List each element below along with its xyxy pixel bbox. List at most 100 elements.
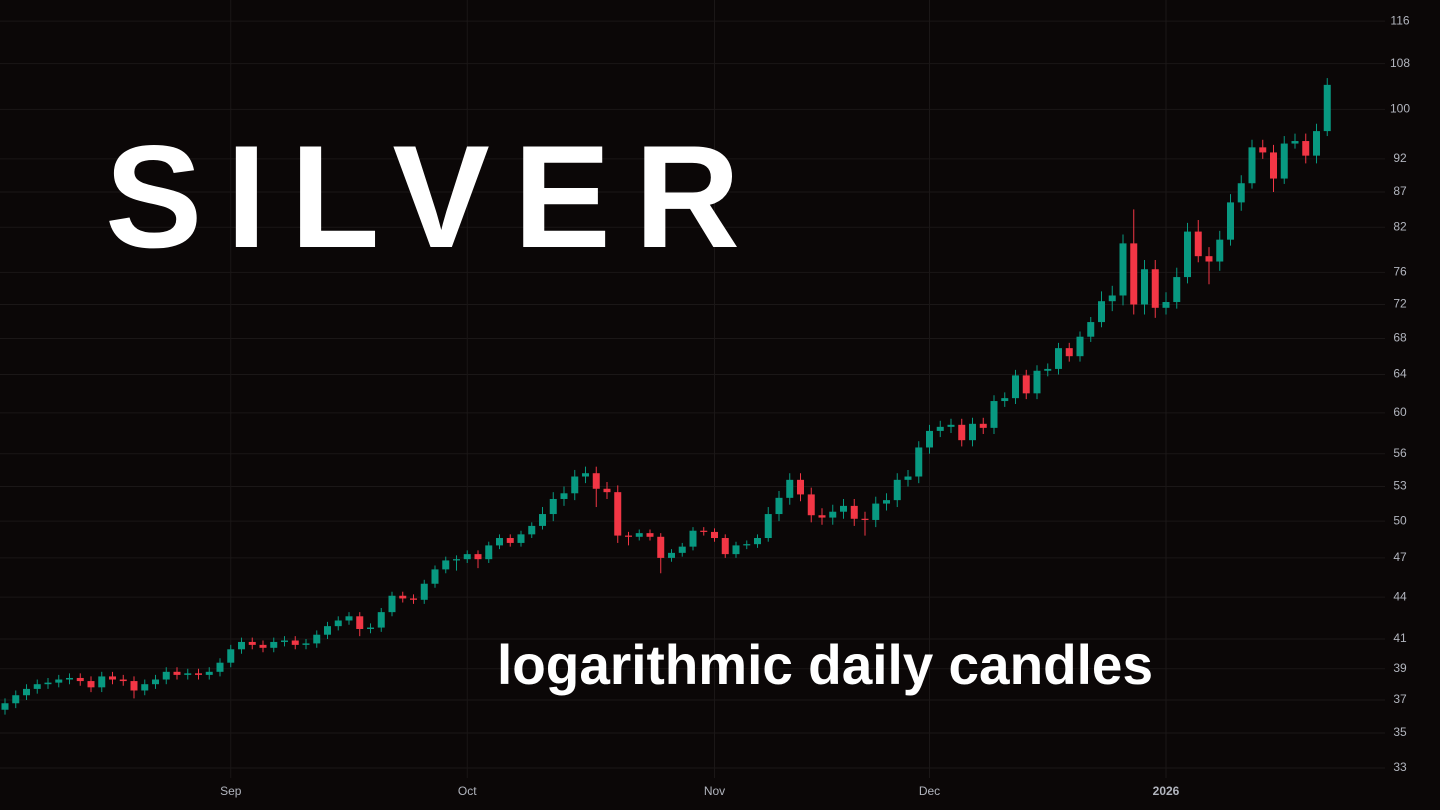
candle-body: [1055, 348, 1062, 369]
candle-body: [496, 538, 503, 546]
candle-body: [152, 679, 159, 685]
candle-body: [936, 426, 944, 431]
candle-body: [539, 514, 546, 526]
candle-body: [1237, 183, 1245, 203]
candle-body: [1259, 147, 1267, 153]
candle-body: [345, 616, 353, 621]
candle-body: [55, 679, 63, 683]
candle-body: [227, 649, 235, 663]
candle-body: [44, 682, 52, 685]
candle-body: [1151, 269, 1159, 308]
candle-body: [1108, 295, 1116, 302]
candle-body: [66, 677, 73, 680]
candle-body: [1044, 368, 1052, 371]
candle-body: [614, 492, 622, 536]
candle-body: [528, 525, 536, 535]
candle-body: [657, 536, 665, 558]
candle-body: [302, 643, 310, 645]
candle-body: [1270, 152, 1277, 179]
candle-body: [721, 538, 729, 555]
candle-body: [1227, 202, 1234, 240]
candle-body: [377, 612, 385, 628]
y-tick-label: 100: [1390, 101, 1410, 115]
candle-body: [33, 684, 41, 689]
x-tick-label: Oct: [458, 784, 477, 798]
y-tick-label: 53: [1393, 479, 1407, 493]
candle-body: [259, 644, 267, 648]
candle-body: [840, 505, 847, 512]
chart-title: SILVER: [105, 115, 740, 278]
candle-body: [646, 533, 654, 537]
y-tick-label: 108: [1390, 56, 1410, 70]
candle-body: [474, 554, 482, 560]
candle-body: [775, 497, 783, 515]
y-tick-label: 33: [1393, 760, 1407, 774]
candle-body: [926, 430, 933, 448]
candle-body: [1012, 375, 1019, 399]
candle-body: [334, 620, 342, 627]
candle-body: [829, 511, 837, 518]
candle-body: [807, 494, 815, 516]
grid: 33 35 37 39 41 44 47 50 53 56 60 64 68 72 76 82 87 92 100 1…: [0, 0, 1410, 798]
candle-body: [700, 530, 708, 532]
candle-body: [678, 546, 686, 553]
candle-body: [990, 401, 998, 428]
y-tick-label: 82: [1393, 219, 1407, 233]
candle-body: [1130, 243, 1138, 305]
candle-body: [979, 423, 987, 428]
candle-body: [958, 424, 966, 441]
candle-body: [915, 447, 923, 477]
candle-body: [1076, 336, 1084, 357]
candle-body: [1001, 398, 1009, 402]
candle-body: [195, 673, 202, 675]
candle-body: [635, 533, 643, 537]
candle-body: [743, 544, 751, 546]
x-tick-label: Nov: [704, 784, 725, 798]
candle-body: [141, 684, 149, 691]
y-tick-label: 47: [1393, 550, 1407, 564]
y-tick-label: 35: [1393, 725, 1407, 739]
candle-body: [1173, 277, 1181, 303]
y-tick-label: 60: [1393, 405, 1407, 419]
x-tick-label: Dec: [919, 784, 940, 798]
candle-body: [1216, 239, 1224, 262]
candle-body: [313, 634, 321, 644]
candle-body: [603, 488, 611, 493]
candle-body: [711, 531, 718, 539]
candle-body: [270, 641, 278, 648]
candle-body: [162, 671, 170, 680]
candle-body: [130, 681, 138, 691]
candle-body: [517, 534, 525, 543]
candle-body: [399, 595, 407, 599]
y-tick-label: 56: [1393, 446, 1407, 460]
candle-body: [506, 538, 514, 543]
candle-body: [485, 545, 493, 560]
candle-body: [1184, 231, 1191, 278]
candle-body: [1, 703, 9, 710]
candle-body: [883, 500, 890, 504]
candle-body: [76, 677, 84, 682]
candle-body: [1033, 370, 1041, 394]
y-tick-label: 50: [1393, 513, 1407, 527]
candle-body: [216, 662, 224, 672]
candle-body: [818, 515, 826, 518]
candle-body: [850, 505, 858, 519]
candle-body: [87, 681, 95, 688]
candle-body: [281, 640, 288, 642]
candle-body: [754, 538, 761, 545]
y-tick-label: 37: [1393, 692, 1407, 706]
y-tick-label: 64: [1393, 367, 1407, 381]
candle-body: [560, 493, 568, 499]
candle-body: [872, 503, 880, 520]
candle-body: [1022, 375, 1030, 394]
candle-body: [98, 676, 106, 688]
candle-body: [1313, 131, 1320, 156]
candle-body: [668, 552, 675, 558]
y-tick-label: 87: [1393, 184, 1407, 198]
y-tick-label: 44: [1393, 589, 1407, 603]
candle-body: [786, 479, 794, 498]
candle-body: [431, 569, 439, 584]
candles: [1, 78, 1331, 715]
